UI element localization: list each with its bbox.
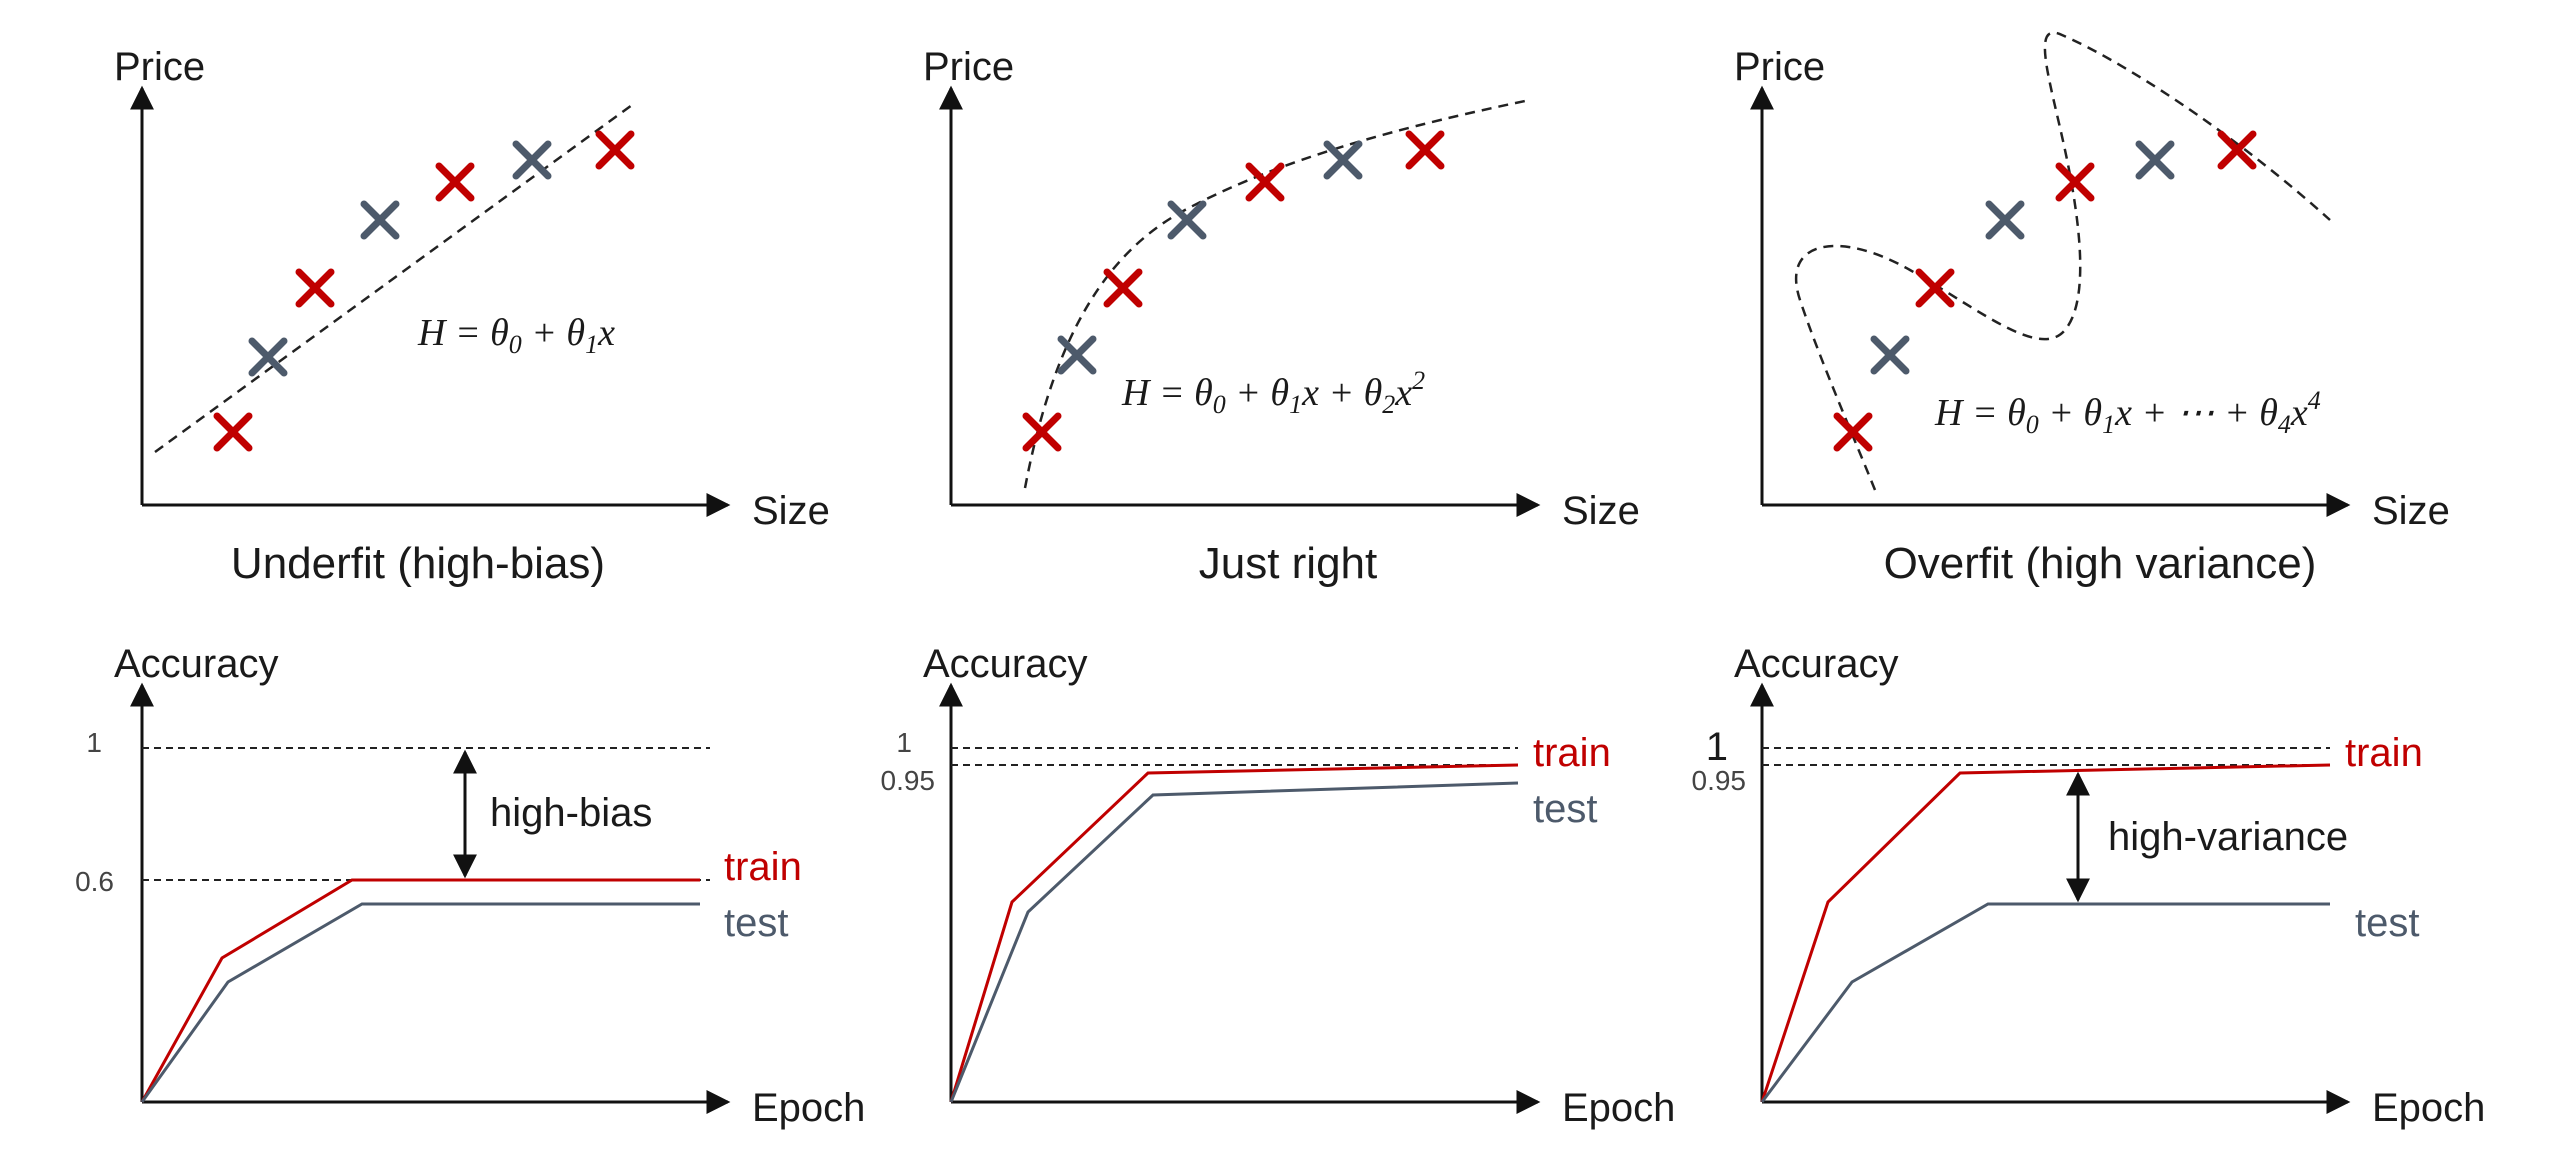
x-axis-label: Epoch [2372, 1086, 2485, 1130]
svg-text:H = θ0 + θ1x: H = θ0 + θ1x [417, 312, 615, 359]
x-axis-label: Epoch [1562, 1086, 1675, 1130]
data-point-train [213, 412, 253, 452]
data-point-train [295, 268, 335, 308]
formula: H = θ0 + θ1x + ⋯ + θ4x4 [1934, 386, 2321, 439]
formula: H = θ0 + θ1x [417, 312, 615, 359]
data-point-test [1167, 200, 1207, 240]
panel-accuracy-overfit: Accuracy Epoch 1 0.95 high-variance trai… [1692, 642, 2486, 1130]
fit-curve [1023, 98, 1531, 489]
data-point-train [1103, 268, 1143, 308]
data-point-train [1405, 130, 1445, 170]
test-curve [949, 781, 1519, 1103]
panel-just-right: Price Size Just right H = θ0 + θ1x + θ2x… [923, 45, 1640, 588]
data-point-train [595, 130, 635, 170]
fit-line [154, 103, 633, 454]
panel-accuracy-just-right: Accuracy Epoch 1 0.95 train test [881, 642, 1676, 1130]
data-point-train [1022, 412, 1062, 452]
train-label: train [2345, 731, 2423, 775]
data-point-test [2135, 140, 2175, 180]
panel-caption: Just right [1199, 539, 1378, 588]
train-label: train [1533, 731, 1611, 775]
x-axis-label: Size [2372, 489, 2450, 533]
data-point-test [1870, 335, 1910, 375]
y-axis-label: Price [923, 45, 1014, 89]
y-axis-label: Accuracy [114, 642, 279, 686]
data-point-test [360, 200, 400, 240]
data-point-test [512, 140, 552, 180]
panel-overfit: Price Size Overfit (high variance) H = θ… [1734, 31, 2450, 588]
test-label: test [724, 901, 788, 945]
tick-label-0.95: 0.95 [1692, 765, 1747, 796]
data-point-train [435, 162, 475, 202]
data-point-train [1245, 162, 1285, 202]
panel-caption: Overfit (high variance) [1884, 539, 2317, 588]
tick-label-1: 1 [896, 727, 912, 758]
data-point-test [1057, 335, 1097, 375]
panel-underfit: Price Size Underfit (high-bias) H = θ0 +… [114, 45, 830, 588]
data-point-train [1915, 268, 1955, 308]
tick-label-1: 1 [86, 727, 102, 758]
gap-annotation: high-bias [490, 791, 652, 835]
fit-curve [1794, 31, 2331, 491]
gap-annotation: high-variance [2108, 815, 2348, 859]
formula: H = θ0 + θ1x + θ2x2 [1121, 366, 1425, 419]
data-point-train [2055, 162, 2095, 202]
panel-accuracy-underfit: Accuracy Epoch 1 0.6 high-bias train tes… [75, 642, 865, 1130]
data-point-train [1833, 412, 1873, 452]
svg-text:H = θ0 + θ1x + ⋯ + θ4x4: H = θ0 + θ1x + ⋯ + θ4x4 [1934, 386, 2321, 439]
train-label: train [724, 845, 802, 889]
tick-label-0.95: 0.95 [881, 765, 936, 796]
tick-label-1: 1 [1706, 725, 1728, 769]
tick-label-0.6: 0.6 [75, 866, 114, 897]
y-axis-label: Price [114, 45, 205, 89]
data-point-test [1985, 200, 2025, 240]
x-axis-label: Epoch [752, 1086, 865, 1130]
data-point-test [1323, 140, 1363, 180]
y-axis-label: Price [1734, 45, 1825, 89]
svg-text:H = θ0 + θ1x + θ2x2: H = θ0 + θ1x + θ2x2 [1121, 366, 1425, 419]
x-axis-label: Size [752, 489, 830, 533]
train-curve [1760, 763, 2331, 1103]
test-curve [1760, 902, 2330, 1103]
train-curve [140, 878, 700, 1103]
data-point-train [2217, 130, 2257, 170]
y-axis-label: Accuracy [923, 642, 1088, 686]
y-axis-label: Accuracy [1734, 642, 1899, 686]
train-curve [949, 763, 1519, 1103]
data-point-test [248, 337, 288, 377]
test-label: test [2355, 901, 2419, 945]
test-curve [140, 902, 700, 1103]
test-label: test [1533, 787, 1597, 831]
panel-caption: Underfit (high-bias) [231, 539, 605, 588]
x-axis-label: Size [1562, 489, 1640, 533]
